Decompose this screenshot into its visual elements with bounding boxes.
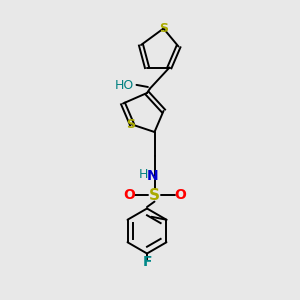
Text: O: O [174,188,186,202]
Text: S: S [126,118,135,131]
Text: H: H [138,167,148,181]
Text: HO: HO [114,79,134,92]
Text: O: O [123,188,135,202]
Text: S: S [149,188,160,202]
Text: F: F [142,256,152,269]
Text: N: N [147,169,159,182]
Text: S: S [159,22,168,35]
